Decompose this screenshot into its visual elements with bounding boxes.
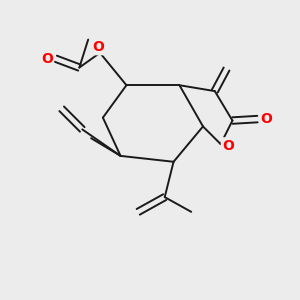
Text: O: O bbox=[92, 40, 104, 54]
Text: O: O bbox=[41, 52, 53, 66]
Text: O: O bbox=[260, 112, 272, 126]
Text: O: O bbox=[222, 139, 234, 153]
